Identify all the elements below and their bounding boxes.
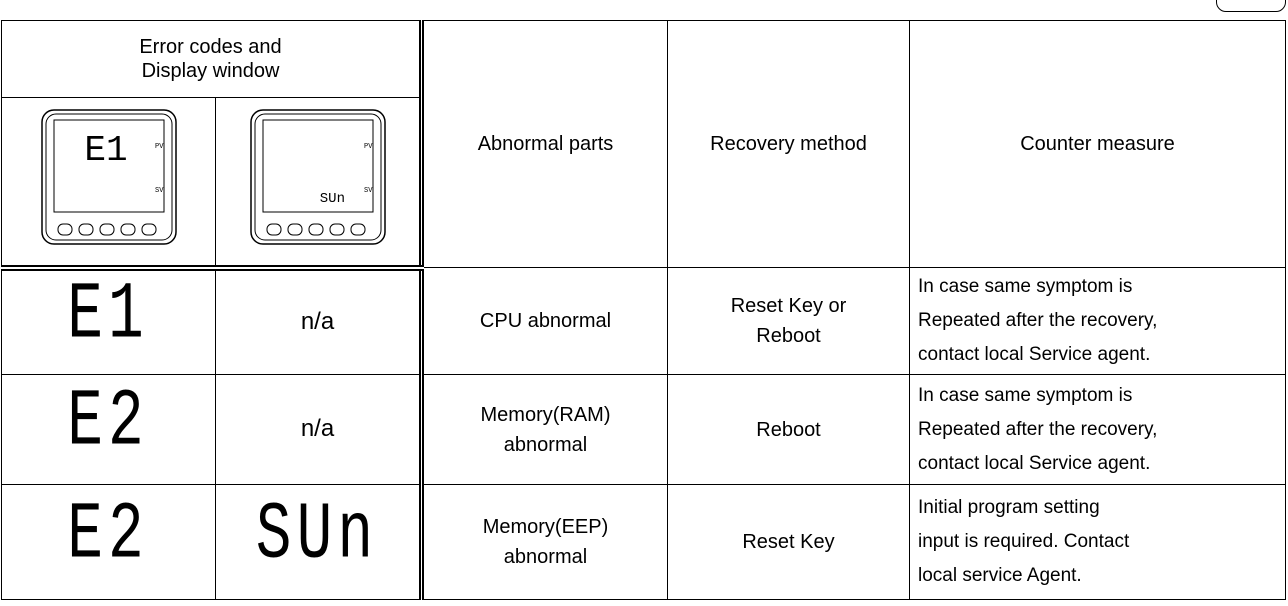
display-cell: SUn	[215, 484, 424, 600]
display-icon-cell: E1 PV SV	[1, 97, 216, 271]
device-button	[141, 223, 156, 236]
recovery-text: Reboot	[756, 418, 821, 441]
display-text: n/a	[300, 415, 335, 442]
sv-label: SV	[155, 187, 164, 195]
parts-cell: Memory(RAM) abnormal	[421, 374, 668, 485]
device-button	[78, 223, 93, 236]
device-button	[120, 223, 135, 236]
screen	[53, 119, 164, 213]
recovery-cell: Reset Key	[667, 484, 910, 600]
display-icon: E1 PV SV	[40, 109, 177, 245]
code-cell: E1	[1, 267, 216, 375]
header-cell: Counter measure	[909, 20, 1286, 268]
parts-cell: CPU abnormal	[421, 267, 668, 375]
sv-label: SV	[364, 187, 373, 195]
table-row: E1 n/a CPU abnormal Reset Key or Reboot In ca…	[1, 267, 1286, 375]
error-code: E1	[67, 270, 150, 362]
device-frame	[40, 109, 177, 245]
display-icon-cell: SUn PV SV	[215, 97, 424, 271]
counter-text: Repeated after the recovery,	[918, 310, 1158, 331]
table-row: E2 SUn Memory(EEP) abnormal Reset Key Initial…	[1, 484, 1286, 600]
table-row: E2 n/a Memory(RAM) abnormal Reboot In case sa…	[1, 374, 1286, 485]
header-cell: Abnormal parts	[421, 20, 668, 268]
screen	[262, 119, 373, 213]
display-text: SUn	[256, 490, 379, 582]
parts-text: abnormal	[503, 546, 588, 568]
display-icon: SUn PV SV	[249, 109, 386, 245]
counter-text: local service Agent.	[918, 565, 1082, 586]
device-button	[266, 223, 281, 236]
decoration	[1216, 0, 1286, 12]
parts-text: Memory(EEP)	[482, 516, 609, 538]
counter-cell: Initial program setting input is required…	[909, 484, 1286, 600]
main-display: E1	[84, 130, 127, 171]
recovery-text: Reset Key or	[730, 295, 847, 317]
counter-cell: In case same symptom is Repeated after th…	[909, 374, 1286, 485]
device-button	[57, 223, 72, 236]
header-row: Error codes and Display window Abnormal …	[1, 20, 1286, 268]
recovery-cell: Reset Key or Reboot	[667, 267, 910, 375]
display-cell: n/a	[215, 374, 424, 485]
counter-text: In case same symptom is	[918, 276, 1133, 297]
parts-text: Memory(RAM)	[480, 403, 611, 426]
error-code: E2	[67, 378, 150, 469]
counter-cell: In case same symptom is Repeated after th…	[909, 267, 1286, 375]
parts-text: CPU abnormal	[479, 310, 612, 332]
error-table: Error codes and Display window Abnormal …	[1, 20, 1286, 600]
header-text: Display window	[141, 60, 280, 82]
header-group: Error codes and Display window	[1, 20, 424, 98]
counter-text: contact local Service agent.	[918, 452, 1151, 474]
counter-text: Repeated after the recovery,	[918, 418, 1158, 440]
header-cell: Recovery method	[667, 20, 910, 268]
counter-text: input is required. Contact	[918, 531, 1130, 552]
recovery-text: Reset Key	[742, 531, 835, 553]
counter-text: In case same symptom is	[918, 384, 1133, 406]
device-button	[308, 223, 323, 236]
display-cell: n/a	[215, 267, 424, 375]
pv-label: PV	[155, 143, 164, 151]
error-code: E2	[67, 490, 150, 582]
code-cell: E2	[1, 374, 216, 485]
recovery-cell: Reboot	[667, 374, 910, 485]
header-text: Error codes and	[139, 36, 282, 58]
device-frame	[45, 113, 172, 241]
parts-cell: Memory(EEP) abnormal	[421, 484, 668, 600]
sub-display: SUn	[319, 191, 344, 207]
recovery-text: Reboot	[756, 325, 821, 347]
device-button	[350, 223, 365, 236]
device-frame	[249, 109, 386, 245]
header-row: E1 PV SV SUn PV SV	[1, 97, 1286, 271]
counter-text: contact local Service agent.	[918, 344, 1151, 365]
code-cell: E2	[1, 484, 216, 600]
device-button	[99, 223, 114, 236]
device-frame	[254, 113, 381, 241]
parts-text: abnormal	[503, 433, 588, 456]
counter-text: Initial program setting	[918, 497, 1100, 518]
display-text: n/a	[300, 307, 335, 335]
pv-label: PV	[364, 143, 373, 151]
device-button	[329, 223, 344, 236]
device-button	[287, 223, 302, 236]
